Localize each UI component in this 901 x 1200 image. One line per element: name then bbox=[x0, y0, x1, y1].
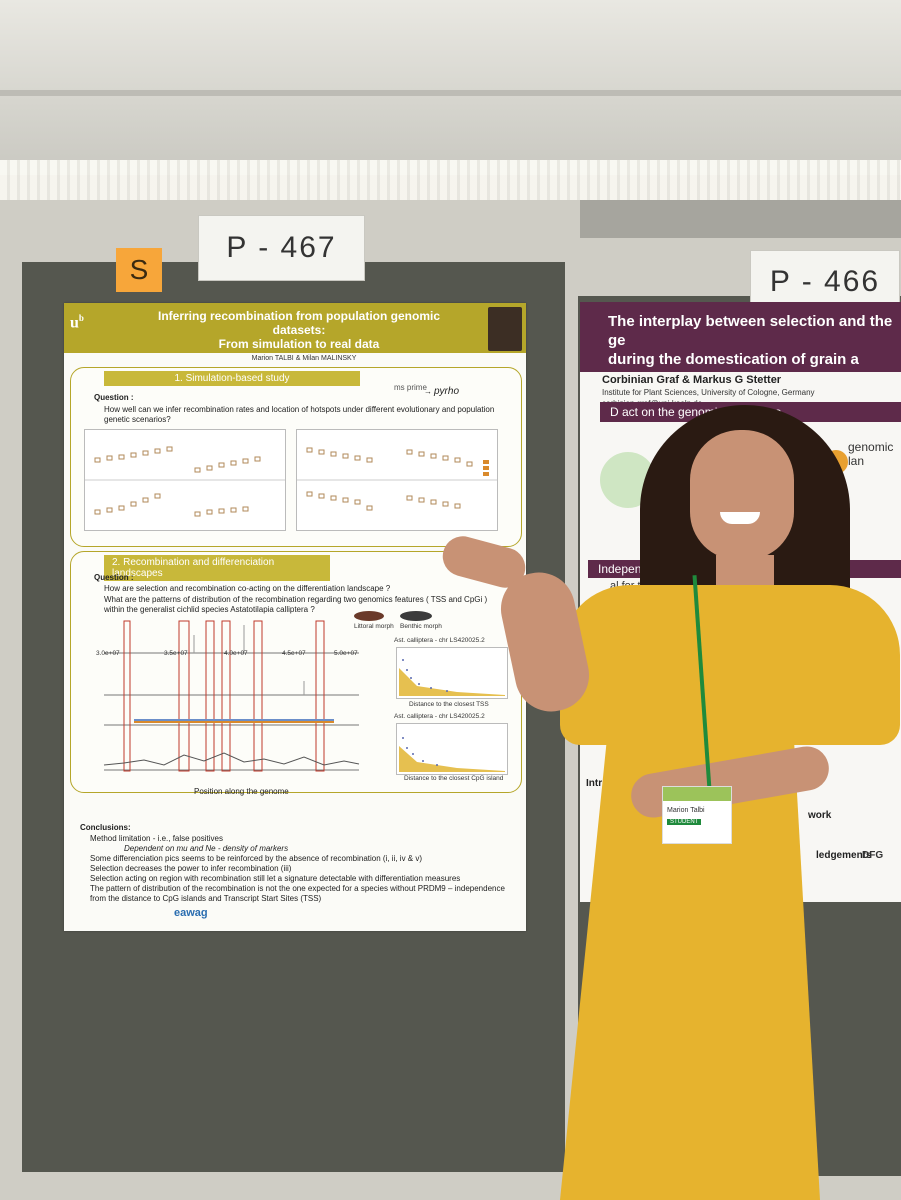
simulation-plot-a bbox=[84, 429, 286, 531]
board-number-plate-left: P - 467 bbox=[198, 215, 365, 281]
person-dress-top bbox=[560, 585, 900, 745]
sticky-note: S bbox=[116, 248, 162, 292]
tss-scatter bbox=[399, 659, 505, 696]
person-face bbox=[690, 430, 794, 560]
poster-title-line1: Inferring recombination from population … bbox=[157, 309, 440, 337]
right-poster-title-line2: during the domestication of grain a bbox=[608, 351, 859, 368]
right-poster-title-line1: The interplay between selection and the … bbox=[608, 313, 893, 349]
right-poster-ack-heading: ledgements bbox=[816, 850, 872, 861]
person-smile bbox=[720, 512, 760, 524]
name-badge: Marion Talbi STUDENT bbox=[662, 786, 732, 844]
question-2-heading: Question : bbox=[94, 573, 134, 582]
question-2-bullet-2: What are the patterns of distribution of… bbox=[104, 595, 488, 614]
poster-title-line2: From simulation to real data bbox=[218, 337, 380, 351]
conclusion-4: Selection decreases the power to infer r… bbox=[90, 864, 292, 873]
tool-pyrho: pyrho bbox=[434, 386, 460, 397]
section-2-title: 2. Recombination and differenciation lan… bbox=[104, 555, 330, 581]
simulation-plot-b bbox=[296, 429, 498, 531]
xtick-2: 3.5e+07 bbox=[164, 650, 188, 657]
question-1-heading: Question : bbox=[94, 393, 134, 402]
conclusion-2: Dependent on mu and Ne - density of mark… bbox=[124, 844, 289, 853]
question-2-bullet-1: How are selection and recombination co-a… bbox=[104, 584, 391, 593]
conclusion-6: The pattern of distribution of the recom… bbox=[90, 884, 505, 903]
tool-msprime: ms prime bbox=[394, 383, 427, 392]
simulation-boxplots-b bbox=[297, 447, 497, 511]
xtick-4: 4.5e+07 bbox=[282, 650, 306, 657]
cpg-scatter bbox=[399, 737, 505, 772]
right-poster-affiliation: Institute for Plant Sciences, University… bbox=[602, 388, 815, 397]
conclusion-1: Method limitation - i.e., false positive… bbox=[90, 834, 223, 843]
poster-title: Inferring recombination from population … bbox=[134, 309, 464, 351]
eawag-logo: eawag bbox=[174, 907, 208, 919]
main-poster: ub Inferring recombination from populati… bbox=[64, 303, 526, 931]
genome-landscape-panel bbox=[94, 615, 364, 783]
section-1-title: 1. Simulation-based study bbox=[104, 371, 360, 386]
right-poster-intro-heading: Introd bbox=[586, 778, 615, 789]
author-photo bbox=[488, 307, 522, 351]
xtick-1: 3.0e+07 bbox=[96, 650, 120, 657]
xtick-3: 4.0e+07 bbox=[224, 650, 248, 657]
fish-benthic-label: Benthic morph bbox=[400, 623, 442, 630]
side-plot-cpg bbox=[396, 723, 508, 775]
university-logo: ub bbox=[70, 313, 84, 332]
ceiling bbox=[0, 0, 901, 175]
side-plot-2-xlabel: Distance to the closest CpG island bbox=[404, 775, 504, 782]
simulation-boxplots-a bbox=[85, 446, 285, 517]
side-plot-tss bbox=[396, 647, 508, 699]
right-poster-authors: Corbinian Graf & Markus G Stetter bbox=[602, 374, 782, 386]
conclusion-5: Selection acting on region with recombin… bbox=[90, 874, 461, 883]
poster-header bbox=[64, 303, 526, 353]
right-poster-work-heading: work bbox=[808, 810, 832, 821]
right-poster-header bbox=[580, 302, 901, 372]
conclusion-3: Some differenciation pics seems to be re… bbox=[90, 854, 423, 863]
genome-landscape-plot bbox=[103, 620, 360, 772]
conclusions-heading: Conclusions: bbox=[80, 823, 131, 832]
arrow-icon: → bbox=[424, 387, 432, 396]
ceiling-beam bbox=[0, 90, 901, 96]
question-1-text: How well can we infer recombination rate… bbox=[104, 405, 495, 424]
badge-tag: STUDENT bbox=[667, 819, 702, 825]
xtick-5: 5.0e+07 bbox=[334, 650, 358, 657]
side-plot-1-xlabel: Distance to the closest TSS bbox=[409, 701, 489, 708]
fish-littoral-label: Littoral morph bbox=[354, 623, 394, 630]
fish-littoral-image bbox=[354, 611, 384, 621]
right-poster-title: The interplay between selection and the … bbox=[608, 312, 901, 369]
right-poster-graphic-label: genomic lan bbox=[848, 440, 894, 468]
side-plot-2-title: Ast. calliptera - chr LS420025.2 bbox=[394, 713, 485, 720]
poster-authors: Marion TALBI & Milan MALINSKY bbox=[251, 355, 357, 362]
side-plot-1-title: Ast. calliptera - chr LS420025.2 bbox=[394, 637, 485, 644]
xaxis-label: Position along the genome bbox=[194, 787, 289, 796]
dfg-logo: DFG bbox=[862, 850, 884, 861]
fish-benthic-image bbox=[400, 611, 432, 621]
badge-header bbox=[663, 787, 731, 801]
badge-name: Marion Talbi bbox=[667, 807, 705, 814]
